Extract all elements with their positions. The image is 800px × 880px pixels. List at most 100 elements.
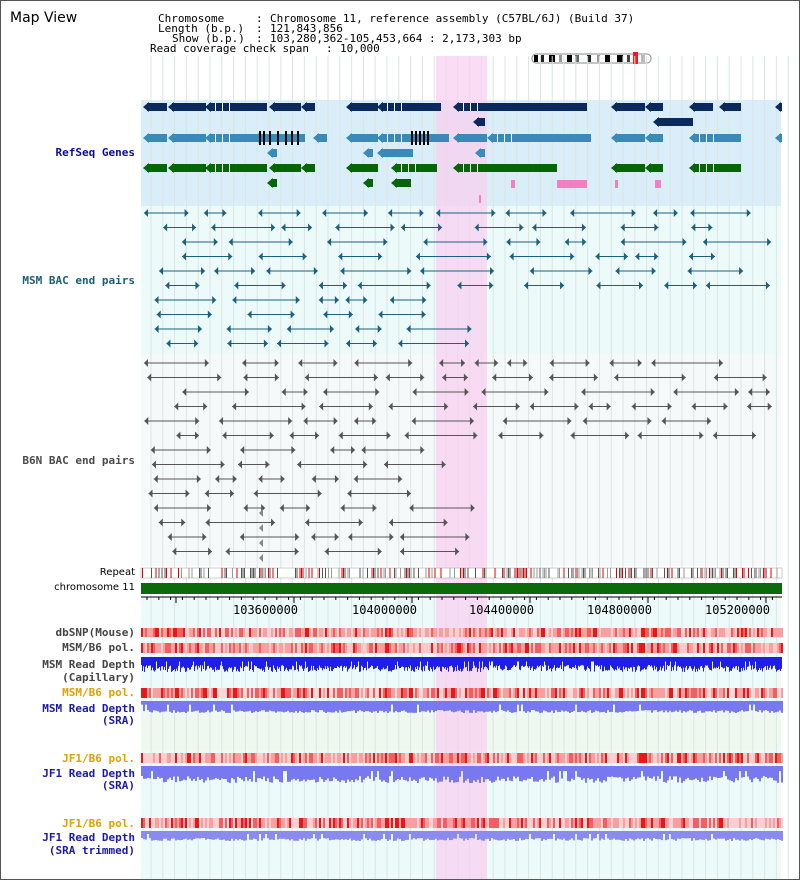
gene-block[interactable]: [172, 164, 206, 172]
dbsnp-label[interactable]: dbSNP(Mouse): [55, 626, 135, 639]
gene-arrow-icon[interactable]: [611, 163, 617, 173]
gene-arrow-icon[interactable]: [391, 163, 397, 173]
gene-block[interactable]: [479, 149, 485, 157]
gene-arrow-icon[interactable]: [775, 133, 781, 143]
gene-block[interactable]: [649, 103, 663, 111]
gene-pink-mark[interactable]: [511, 180, 515, 188]
gene-block[interactable]: [209, 134, 267, 142]
gene-block[interactable]: [317, 134, 327, 142]
gene-block[interactable]: [305, 164, 315, 172]
gene-arrow-icon[interactable]: [168, 163, 174, 173]
gene-arrow-icon[interactable]: [377, 148, 383, 158]
gene-arrow-icon[interactable]: [453, 133, 459, 143]
gene-arrow-icon[interactable]: [267, 148, 273, 158]
gene-pink-mark[interactable]: [557, 180, 587, 188]
msm-depth-sra-label-1[interactable]: MSM Read Depth: [42, 702, 135, 715]
gene-block[interactable]: [649, 134, 663, 142]
gene-block[interactable]: [477, 118, 485, 126]
gene-arrow-icon[interactable]: [269, 163, 275, 173]
gene-arrow-icon[interactable]: [143, 102, 149, 112]
gene-block[interactable]: [615, 134, 645, 142]
chromosome-bar[interactable]: [141, 583, 782, 594]
gene-block[interactable]: [271, 149, 277, 157]
gene-block[interactable]: [457, 134, 487, 142]
gene-arrow-icon[interactable]: [205, 102, 211, 112]
gene-block[interactable]: [657, 118, 693, 126]
gene-arrow-icon[interactable]: [689, 102, 695, 112]
gene-block[interactable]: [209, 164, 267, 172]
msm-depth-cap-label-2[interactable]: (Capillary): [62, 671, 135, 684]
gene-arrow-icon[interactable]: [313, 133, 319, 143]
gene-arrow-icon[interactable]: [645, 102, 651, 112]
gene-block[interactable]: [350, 103, 378, 111]
jf1-pol-label-1[interactable]: JF1/B6 pol.: [62, 752, 135, 765]
gene-block[interactable]: [693, 164, 741, 172]
gene-arrow-icon[interactable]: [645, 163, 651, 173]
jf1-depth-sra-label-2[interactable]: (SRA): [101, 779, 135, 792]
msm-depth-cap-label-1[interactable]: MSM Read Depth: [42, 658, 135, 671]
gene-arrow-icon[interactable]: [453, 163, 459, 173]
gene-block[interactable]: [395, 179, 411, 187]
gene-block[interactable]: [615, 164, 645, 172]
gene-arrow-icon[interactable]: [205, 133, 211, 143]
gene-arrow-icon[interactable]: [253, 133, 259, 143]
gene-arrow-icon[interactable]: [719, 102, 725, 112]
gene-block[interactable]: [350, 164, 378, 172]
gene-block[interactable]: [457, 164, 557, 172]
b6n-bac-label[interactable]: B6N BAC end pairs: [22, 454, 135, 467]
gene-block[interactable]: [381, 103, 441, 111]
gene-arrow-icon[interactable]: [611, 102, 617, 112]
jf1-depth-trim-label-1[interactable]: JF1 Read Depth: [42, 831, 135, 844]
gene-arrow-icon[interactable]: [269, 102, 275, 112]
msm-pol-label-2[interactable]: MSM/B6 pol.: [62, 686, 135, 699]
gene-arrow-icon[interactable]: [363, 148, 369, 158]
gene-block[interactable]: [147, 103, 167, 111]
gene-arrow-icon[interactable]: [689, 133, 695, 143]
gene-block[interactable]: [367, 149, 373, 157]
gene-arrow-icon[interactable]: [168, 133, 174, 143]
gene-block[interactable]: [147, 134, 167, 142]
gene-block[interactable]: [209, 103, 267, 111]
gene-pink-mark[interactable]: [615, 180, 618, 188]
jf1-pol-label-2[interactable]: JF1/B6 pol.: [62, 817, 135, 830]
gene-block[interactable]: [273, 103, 301, 111]
gene-arrow-icon[interactable]: [391, 178, 397, 188]
gene-block[interactable]: [350, 134, 378, 142]
gene-block[interactable]: [257, 134, 305, 142]
gene-arrow-icon[interactable]: [377, 133, 383, 143]
gene-block[interactable]: [457, 103, 587, 111]
gene-block[interactable]: [273, 164, 301, 172]
gene-block[interactable]: [367, 179, 373, 187]
jf1-depth-trim-label-2[interactable]: (SRA trimmed): [48, 844, 135, 857]
gene-block[interactable]: [615, 103, 645, 111]
gene-arrow-icon[interactable]: [143, 163, 149, 173]
gene-arrow-icon[interactable]: [301, 163, 307, 173]
gene-block[interactable]: [491, 134, 591, 142]
gene-block[interactable]: [381, 149, 413, 157]
gene-block[interactable]: [172, 103, 206, 111]
gene-arrow-icon[interactable]: [301, 102, 307, 112]
msm-bac-label[interactable]: MSM BAC end pairs: [22, 274, 135, 287]
gene-block[interactable]: [693, 103, 713, 111]
gene-block[interactable]: [172, 134, 206, 142]
highlight-region[interactable]: [436, 56, 487, 879]
gene-pink-mark[interactable]: [655, 180, 661, 188]
msm-pol-label-1[interactable]: MSM/B6 pol.: [62, 641, 135, 654]
gene-arrow-icon[interactable]: [346, 163, 352, 173]
gene-arrow-icon[interactable]: [143, 133, 149, 143]
gene-arrow-icon[interactable]: [377, 102, 383, 112]
gene-arrow-icon[interactable]: [775, 102, 781, 112]
jf1-depth-sra-label-1[interactable]: JF1 Read Depth: [42, 767, 135, 780]
gene-block[interactable]: [271, 179, 277, 187]
gene-block[interactable]: [649, 164, 663, 172]
gene-arrow-icon[interactable]: [267, 178, 273, 188]
refseq-genes-label[interactable]: RefSeq Genes: [55, 146, 135, 159]
gene-block[interactable]: [305, 103, 315, 111]
gene-arrow-icon[interactable]: [453, 102, 459, 112]
gene-arrow-icon[interactable]: [653, 117, 659, 127]
gene-block[interactable]: [723, 103, 741, 111]
gene-arrow-icon[interactable]: [611, 133, 617, 143]
gene-arrow-icon[interactable]: [473, 117, 479, 127]
gene-arrow-icon[interactable]: [363, 178, 369, 188]
